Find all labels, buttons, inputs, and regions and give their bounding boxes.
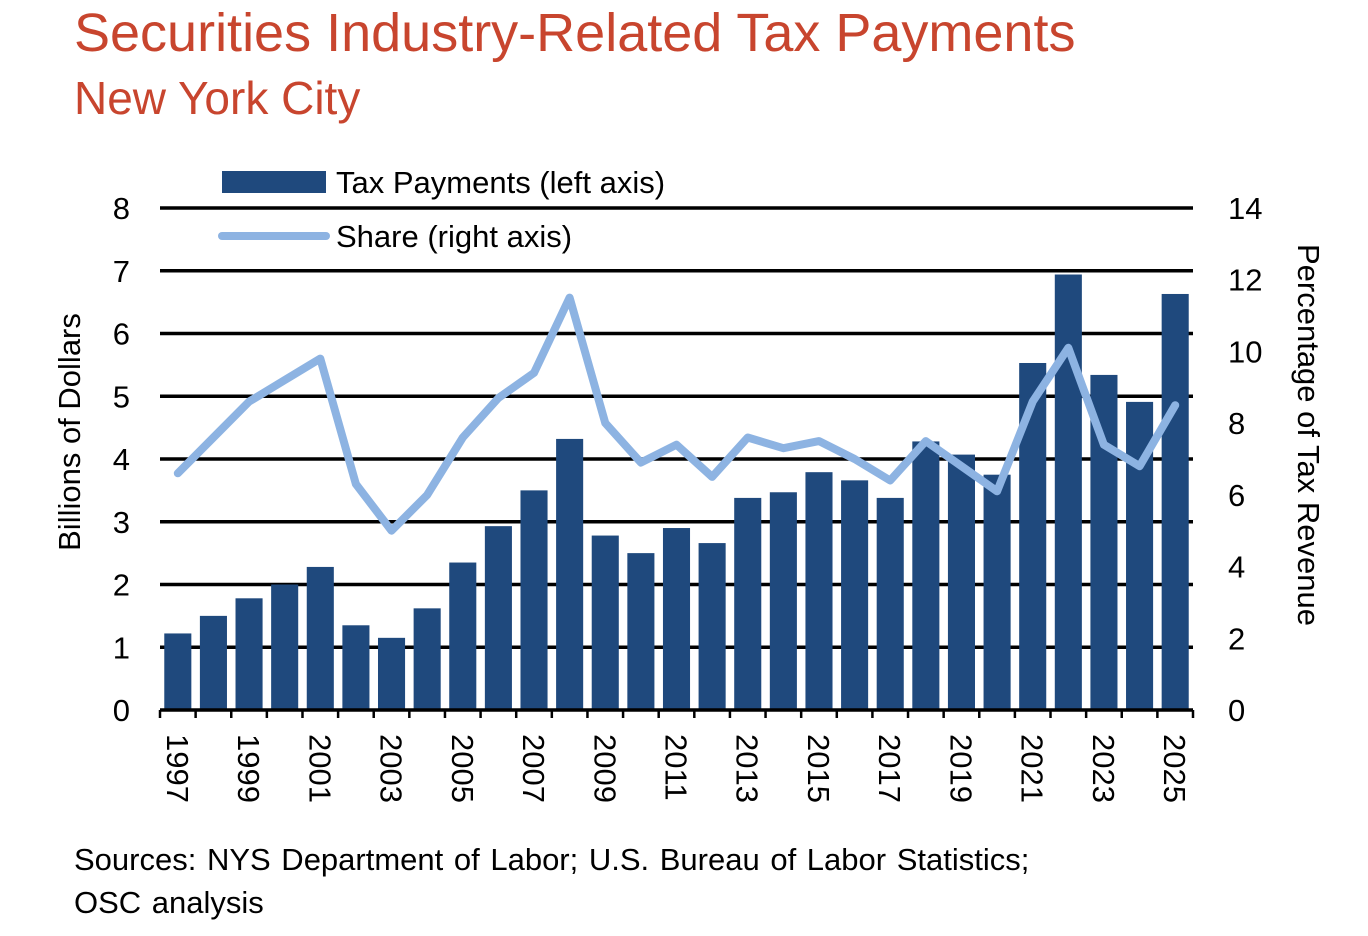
left-tick-label: 2 — [113, 568, 130, 603]
axes — [158, 708, 1195, 718]
source-note: Sources: NYS Department of Labor; U.S. B… — [74, 838, 1029, 924]
bar — [841, 480, 869, 710]
bar — [876, 497, 904, 710]
bar — [484, 526, 512, 710]
x-tick-label: 2005 — [445, 734, 480, 803]
left-tick-label: 0 — [113, 693, 130, 728]
right-tick-label: 10 — [1228, 334, 1262, 369]
x-tick-label: 2021 — [1015, 734, 1050, 803]
x-tick-label: 2025 — [1157, 734, 1192, 803]
bar — [342, 625, 370, 710]
left-tick-label: 4 — [113, 442, 130, 477]
legend: Tax Payments (left axis) Share (right ax… — [218, 165, 665, 254]
right-tick-label: 8 — [1228, 406, 1245, 441]
x-tick-label: 2013 — [730, 734, 765, 803]
bar — [1161, 293, 1189, 710]
x-tick-label: 2015 — [801, 734, 836, 803]
bar — [698, 543, 726, 710]
x-tick-label: 2001 — [302, 734, 337, 803]
left-axis-title: Billions of Dollars — [52, 313, 87, 551]
legend-bar-swatch — [222, 171, 326, 193]
x-tick-label: 2009 — [587, 734, 622, 803]
bar — [1054, 274, 1082, 710]
share-line — [173, 293, 1180, 535]
x-tick-label: 1997 — [160, 734, 195, 803]
right-axis-title: Percentage of Tax Revenue — [1291, 244, 1326, 626]
left-axis-ticks: 0 1 2 3 4 5 6 7 8 — [113, 191, 130, 728]
chart-subtitle: New York City — [74, 72, 361, 124]
bar-series — [164, 274, 1189, 710]
bar — [449, 562, 477, 710]
bar — [556, 438, 584, 710]
x-tick-label: 2017 — [872, 734, 907, 803]
left-tick-label: 8 — [113, 191, 130, 226]
bar — [983, 474, 1011, 710]
bar — [662, 528, 691, 710]
bar — [912, 441, 940, 710]
left-tick-label: 7 — [113, 254, 130, 289]
right-axis-ticks: 0 2 4 6 8 10 12 14 — [1228, 191, 1262, 728]
bar — [591, 535, 619, 710]
bar — [947, 454, 976, 710]
left-tick-label: 5 — [113, 379, 130, 414]
right-tick-label: 0 — [1228, 693, 1245, 728]
x-tick-label: 2019 — [943, 734, 978, 803]
left-tick-label: 3 — [113, 505, 130, 540]
bar — [520, 490, 548, 710]
right-tick-label: 12 — [1228, 263, 1262, 298]
x-tick-label: 2011 — [659, 734, 694, 801]
left-tick-label: 1 — [113, 630, 130, 665]
bar — [306, 566, 334, 710]
right-tick-label: 2 — [1228, 621, 1245, 656]
x-tick-label: 1999 — [231, 734, 266, 803]
right-tick-label: 6 — [1228, 478, 1245, 513]
bar — [769, 492, 797, 710]
bar — [377, 637, 406, 710]
bar — [199, 615, 227, 710]
legend-line-label: Share (right axis) — [336, 219, 572, 254]
source-line-1: Sources: NYS Department of Labor; U.S. B… — [74, 842, 1030, 877]
bar — [734, 497, 762, 710]
source-line-2: OSC analysis — [74, 885, 264, 920]
x-tick-label: 2023 — [1086, 734, 1121, 803]
bar — [271, 584, 299, 710]
chart-title: Securities Industry-Related Tax Payments — [74, 3, 1076, 63]
right-tick-label: 14 — [1228, 191, 1262, 226]
bar — [413, 608, 441, 710]
left-tick-label: 6 — [113, 317, 130, 352]
legend-bar-label: Tax Payments (left axis) — [336, 165, 665, 200]
bar — [235, 598, 263, 710]
x-tick-label: 2007 — [516, 734, 551, 803]
line-series — [173, 293, 1180, 535]
x-axis-ticks: 1997 1999 2001 2003 2005 2007 2009 2011 2013 2015… — [160, 734, 1192, 803]
x-tick-label: 2003 — [374, 734, 409, 803]
bar — [164, 633, 192, 710]
right-tick-label: 4 — [1228, 550, 1245, 585]
bar — [805, 472, 833, 710]
bar — [627, 553, 655, 710]
